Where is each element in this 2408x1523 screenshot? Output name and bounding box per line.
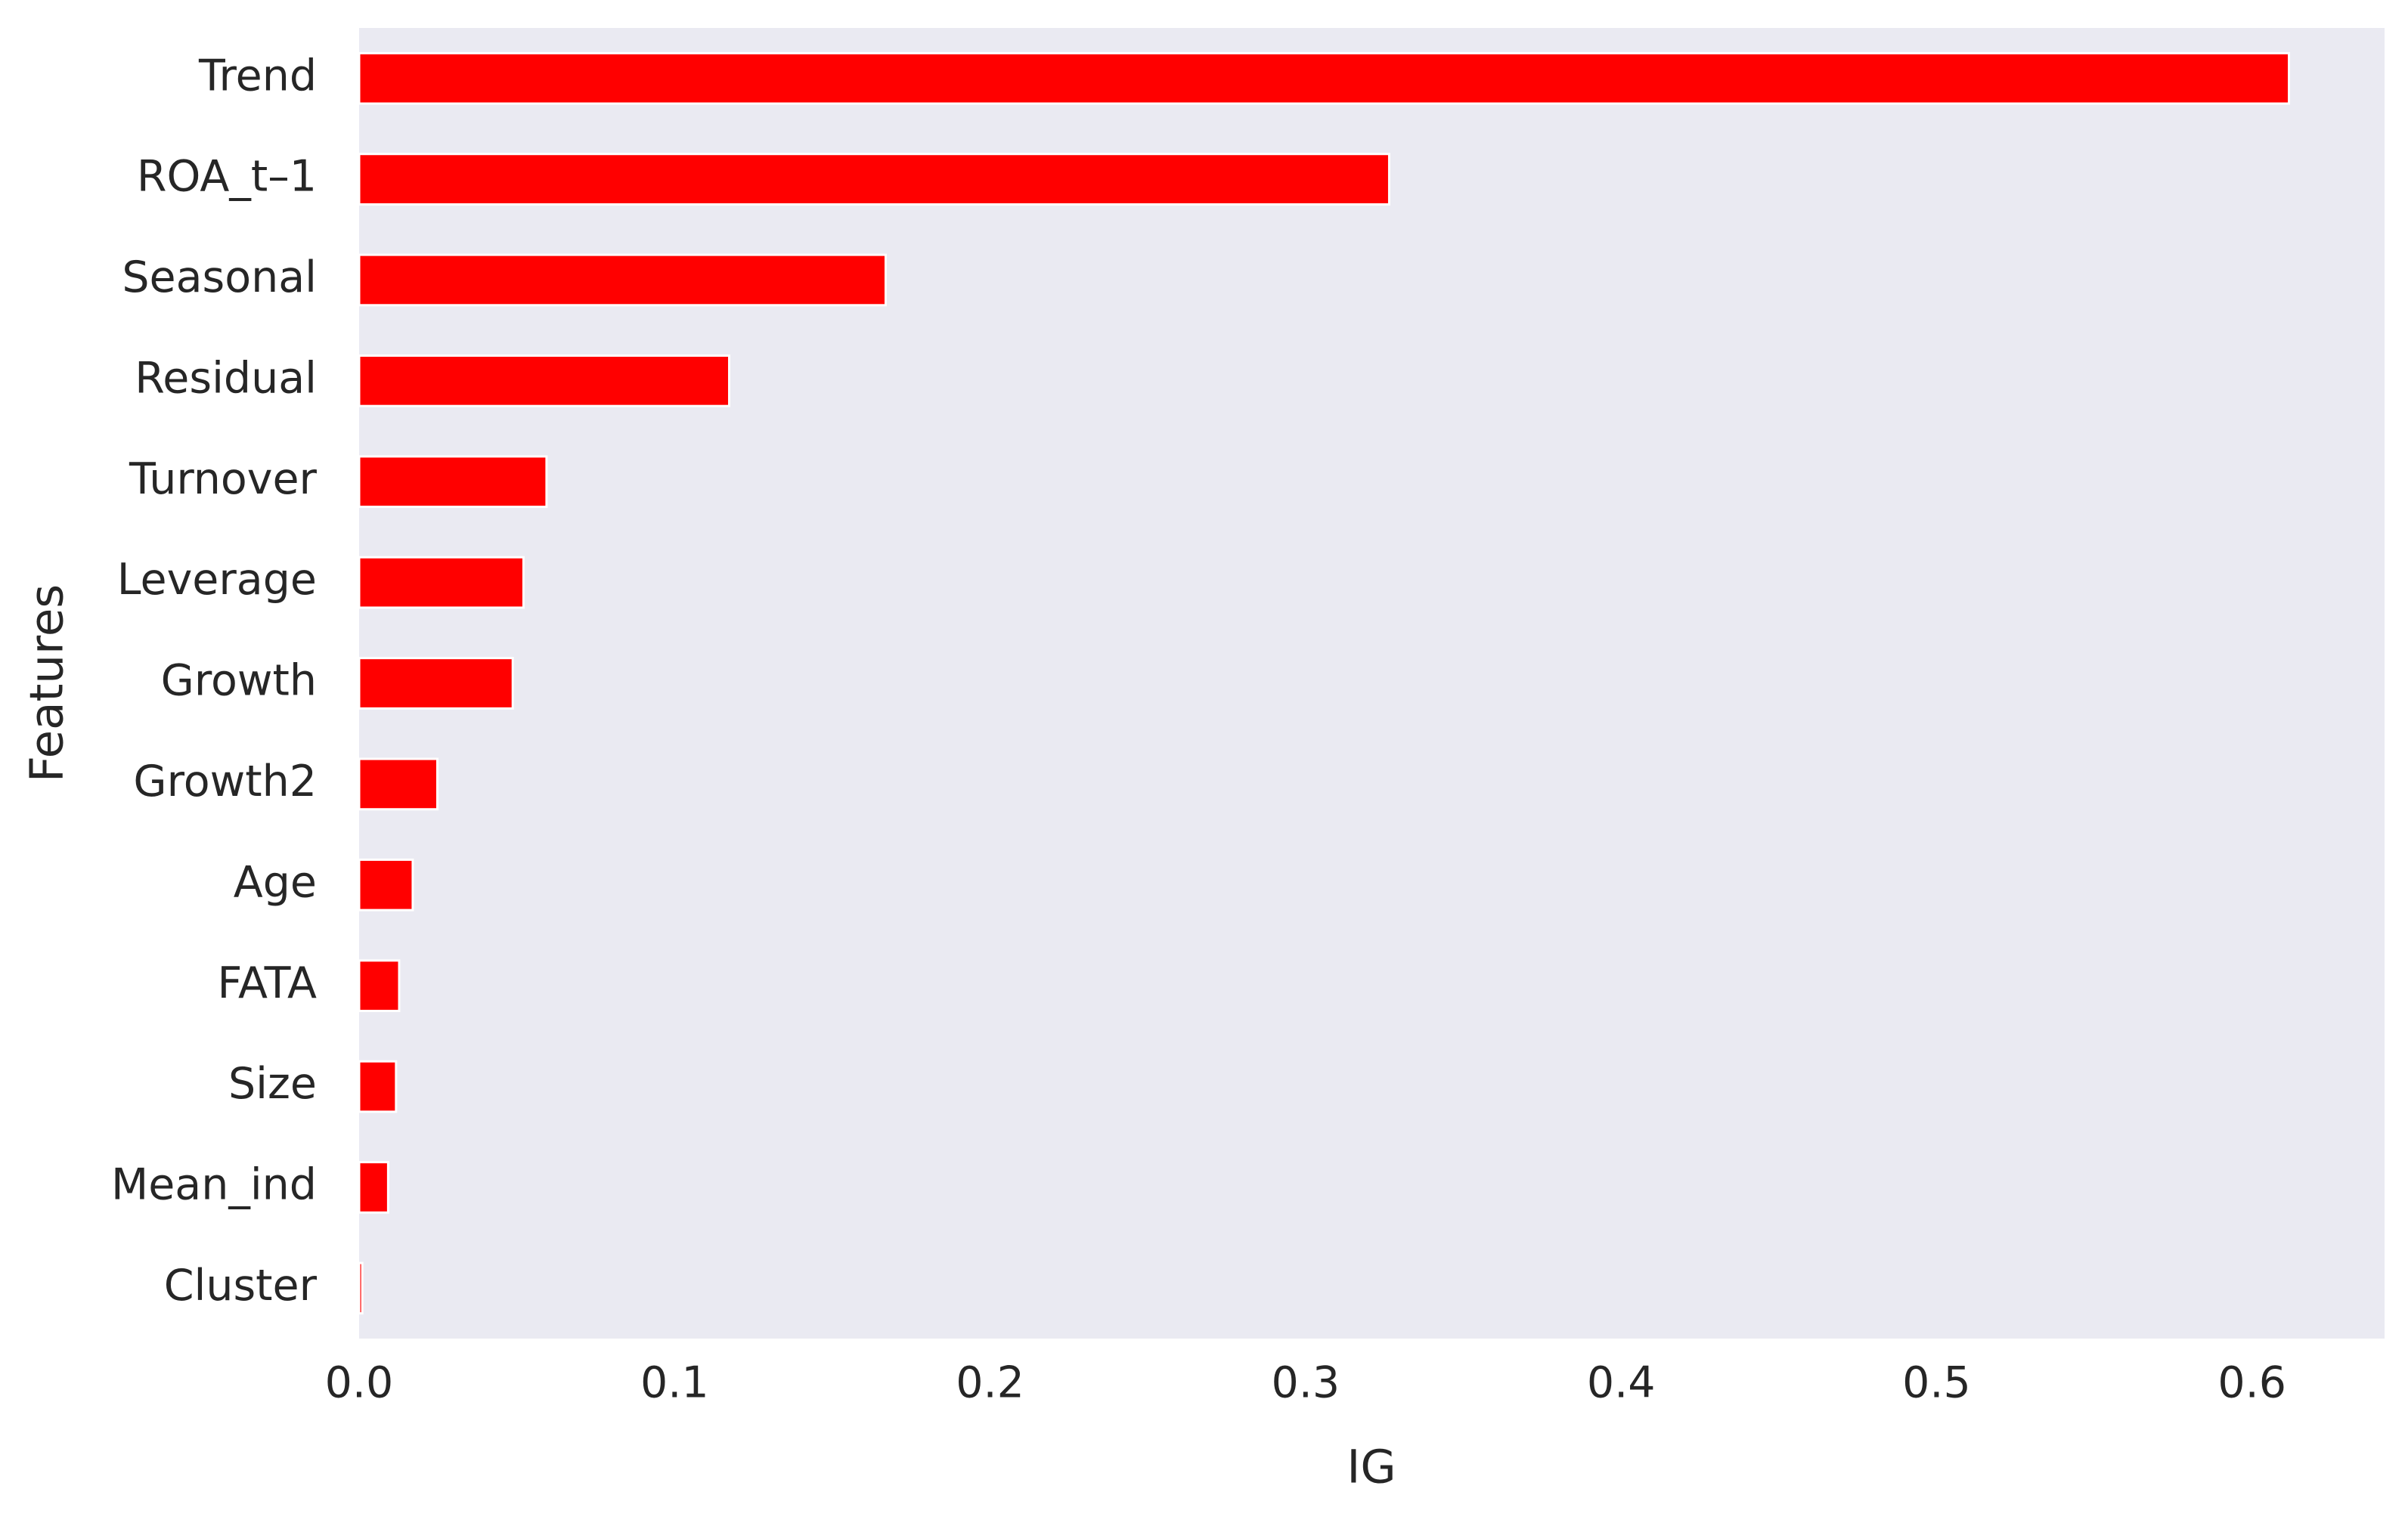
x-tick-label: 0.4: [1587, 1358, 1656, 1408]
bar: [358, 253, 887, 307]
y-tick-label: Age: [234, 857, 317, 907]
y-tick-label: Seasonal: [122, 252, 317, 302]
x-tick-label: 0.6: [2217, 1358, 2286, 1408]
x-axis-title: IG: [1347, 1441, 1396, 1494]
bar: [358, 657, 514, 710]
y-tick-label: Growth2: [133, 757, 317, 806]
x-tick-label: 0.3: [1272, 1358, 1340, 1408]
plot-area: [359, 28, 2385, 1339]
y-tick-label: ROA_t–1: [137, 152, 317, 202]
x-tick-label: 0.5: [1902, 1358, 1971, 1408]
y-tick-label: Trend: [198, 51, 317, 101]
bar: [358, 51, 2291, 105]
y-tick-label: FATA: [217, 958, 317, 1008]
y-tick-label: Residual: [135, 353, 317, 403]
bar: [358, 153, 1390, 206]
y-tick-label: Size: [228, 1059, 317, 1109]
x-tick-label: 0.2: [956, 1358, 1024, 1408]
y-tick-label: Mean_ind: [111, 1160, 317, 1210]
bar: [358, 858, 414, 912]
x-tick-label: 0.1: [640, 1358, 709, 1408]
x-tick-label: 0.0: [325, 1358, 394, 1408]
bar: [358, 556, 525, 609]
bar: [358, 959, 401, 1013]
bar: [358, 757, 439, 811]
y-tick-label: Growth: [161, 656, 317, 706]
y-tick-label: Turnover: [129, 454, 318, 504]
y-tick-label: Leverage: [117, 555, 317, 605]
bar: [358, 354, 730, 407]
bar: [358, 1261, 364, 1315]
y-axis-title: Features: [20, 584, 74, 782]
y-tick-label: Cluster: [164, 1261, 318, 1311]
bar: [358, 1060, 398, 1113]
bar: [358, 455, 548, 509]
bar: [358, 1161, 389, 1214]
